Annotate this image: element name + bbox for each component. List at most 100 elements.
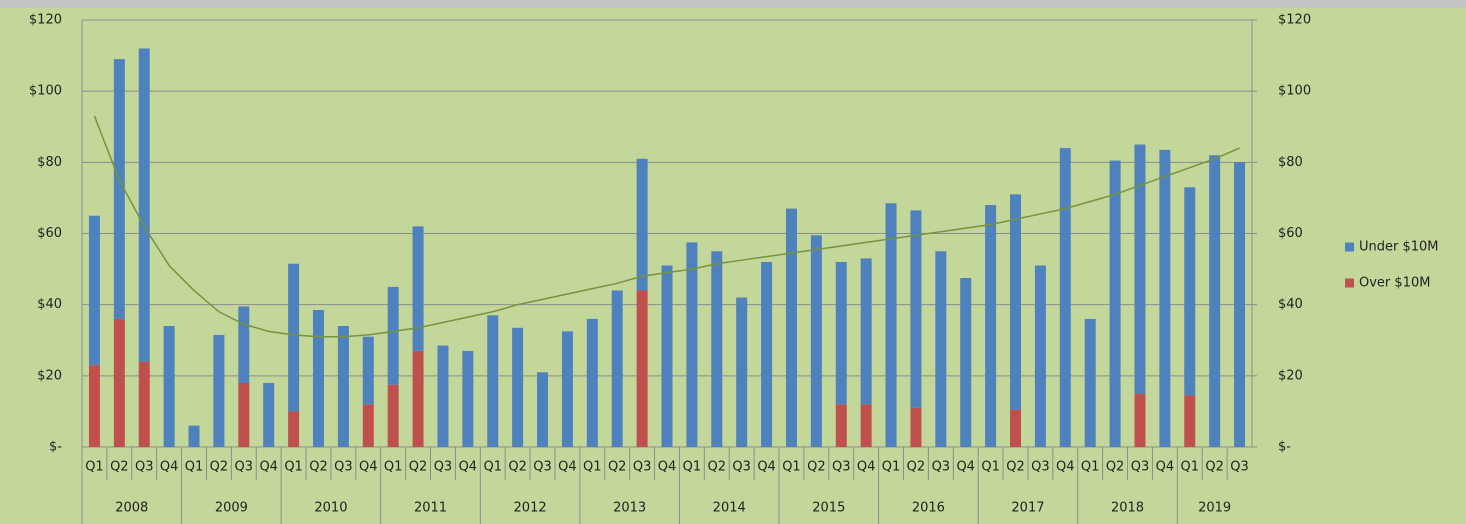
bar <box>935 251 947 447</box>
y-tick-label: $60 <box>37 226 62 241</box>
y2-tick-label: $40 <box>1278 297 1303 312</box>
y2-tick-label: $20 <box>1278 368 1303 383</box>
x-group-label: 2016 <box>912 501 945 516</box>
x-tick-label: Q2 <box>807 460 826 475</box>
y-tick-label: $20 <box>37 368 62 383</box>
bar <box>860 258 872 405</box>
legend-swatch <box>1345 242 1354 252</box>
y2-tick-label: $80 <box>1278 155 1303 170</box>
x-group-label: 2010 <box>314 501 347 516</box>
x-tick-label: Q3 <box>633 460 652 475</box>
bar <box>910 210 922 408</box>
y2-tick-label: $120 <box>1278 13 1311 28</box>
x-tick-label: Q2 <box>210 460 229 475</box>
bar <box>985 205 997 447</box>
x-tick-label: Q4 <box>757 460 776 475</box>
bar <box>835 404 847 447</box>
bar <box>1209 155 1221 447</box>
bar <box>88 215 100 366</box>
x-tick-label: Q1 <box>683 460 702 475</box>
bar <box>1109 160 1121 447</box>
bar <box>1184 187 1196 396</box>
x-group-label: 2011 <box>414 501 447 516</box>
bar <box>188 425 200 447</box>
x-tick-label: Q2 <box>708 460 727 475</box>
y-tick-label: $120 <box>29 13 62 28</box>
bar <box>1134 144 1146 394</box>
x-tick-label: Q4 <box>359 460 378 475</box>
x-tick-label: Q1 <box>782 460 801 475</box>
bar <box>238 382 250 447</box>
x-group-label: 2014 <box>713 501 746 516</box>
x-tick-label: Q2 <box>608 460 627 475</box>
bar <box>462 350 474 447</box>
top-bar <box>0 0 1466 8</box>
bar <box>163 326 175 447</box>
bar <box>785 208 797 447</box>
x-tick-label: Q1 <box>85 460 104 475</box>
x-tick-label: Q4 <box>1156 460 1175 475</box>
x-tick-label: Q3 <box>334 460 353 475</box>
bar <box>138 48 150 362</box>
x-tick-label: Q2 <box>110 460 129 475</box>
y-tick-label: $- <box>49 440 62 455</box>
bar <box>1059 148 1071 447</box>
x-tick-label: Q4 <box>956 460 975 475</box>
x-tick-label: Q2 <box>907 460 926 475</box>
x-tick-label: Q2 <box>1205 460 1224 475</box>
x-tick-label: Q3 <box>235 460 254 475</box>
x-tick-label: Q3 <box>135 460 154 475</box>
legend-swatch <box>1345 278 1354 288</box>
x-tick-label: Q4 <box>558 460 577 475</box>
x-tick-label: Q3 <box>434 460 453 475</box>
bar <box>885 203 897 447</box>
x-tick-label: Q1 <box>483 460 502 475</box>
x-tick-label: Q4 <box>259 460 278 475</box>
x-tick-label: Q2 <box>1006 460 1025 475</box>
bar <box>711 251 723 447</box>
bar <box>910 407 922 447</box>
x-tick-label: Q2 <box>309 460 328 475</box>
legend-label: Over $10M <box>1359 276 1430 291</box>
bar <box>362 336 374 405</box>
x-group-label: 2012 <box>514 501 547 516</box>
x-tick-label: Q1 <box>384 460 403 475</box>
bar <box>1010 409 1022 447</box>
bar <box>1034 265 1046 447</box>
bar <box>337 326 349 447</box>
bar <box>636 290 648 447</box>
x-tick-label: Q1 <box>882 460 901 475</box>
bar <box>736 297 748 447</box>
x-tick-label: Q3 <box>832 460 851 475</box>
bar <box>810 235 822 447</box>
x-tick-label: Q1 <box>583 460 602 475</box>
x-group-label: 2018 <box>1111 501 1144 516</box>
x-tick-label: Q1 <box>1181 460 1200 475</box>
bar <box>263 382 275 447</box>
x-tick-label: Q3 <box>1230 460 1249 475</box>
bar <box>288 411 300 447</box>
bar <box>1084 318 1096 447</box>
x-tick-label: Q2 <box>409 460 428 475</box>
bar <box>113 59 125 319</box>
y-tick-label: $40 <box>37 297 62 312</box>
bar <box>1184 395 1196 447</box>
bar <box>611 290 623 447</box>
bar <box>512 327 524 447</box>
x-tick-label: Q3 <box>1131 460 1150 475</box>
x-tick-label: Q4 <box>857 460 876 475</box>
x-tick-label: Q3 <box>1031 460 1050 475</box>
bar <box>487 315 499 447</box>
x-group-label: 2008 <box>115 501 148 516</box>
bar <box>586 318 598 447</box>
bar <box>537 372 549 447</box>
x-tick-label: Q2 <box>508 460 527 475</box>
bar <box>437 345 449 447</box>
bar <box>1134 393 1146 447</box>
bar <box>412 226 424 351</box>
x-tick-label: Q4 <box>1056 460 1075 475</box>
bar <box>960 277 972 447</box>
trend-line <box>93 115 1240 338</box>
y2-tick-label: $- <box>1278 440 1291 455</box>
